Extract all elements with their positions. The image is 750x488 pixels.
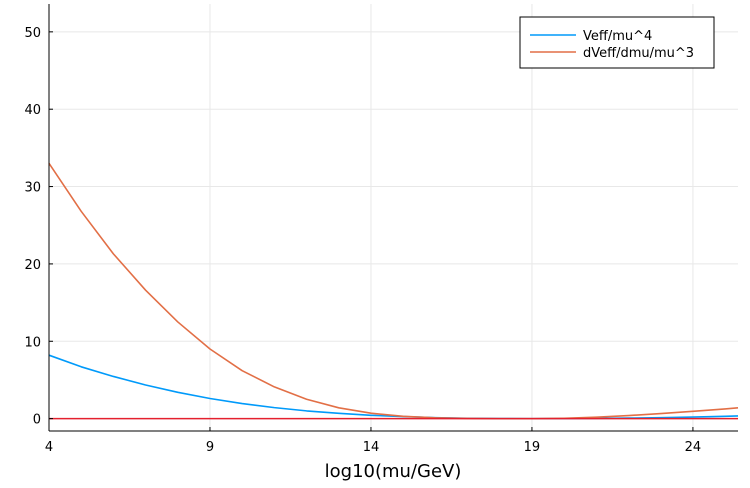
x-axis-label: log10(mu/GeV) <box>325 461 462 482</box>
series-line-1 <box>48 162 739 420</box>
x-tick-label: 24 <box>685 440 702 455</box>
y-tick-label: 30 <box>24 181 41 196</box>
x-tick-label: 19 <box>524 440 541 455</box>
y-tick-label: 20 <box>24 258 41 273</box>
y-tick-label: 50 <box>24 26 41 41</box>
legend-box <box>519 16 715 69</box>
y-tick-label: 10 <box>24 335 41 350</box>
y-tick-label: 0 <box>33 413 41 428</box>
axes <box>48 4 738 432</box>
series-lines <box>48 162 739 420</box>
ticks: 4 9 14 19 24 0 10 20 30 40 50 <box>24 26 701 455</box>
x-tick-label: 14 <box>363 440 380 455</box>
legend-label-1: dVeff/dmu/mu^3 <box>583 46 694 61</box>
series-line-0 <box>48 354 739 420</box>
x-tick-label: 9 <box>206 440 214 455</box>
x-tick-label: 4 <box>45 440 53 455</box>
y-tick-label: 40 <box>24 103 41 118</box>
legend: Veff/mu^4 dVeff/dmu/mu^3 <box>519 16 715 69</box>
legend-label-0: Veff/mu^4 <box>583 29 652 44</box>
